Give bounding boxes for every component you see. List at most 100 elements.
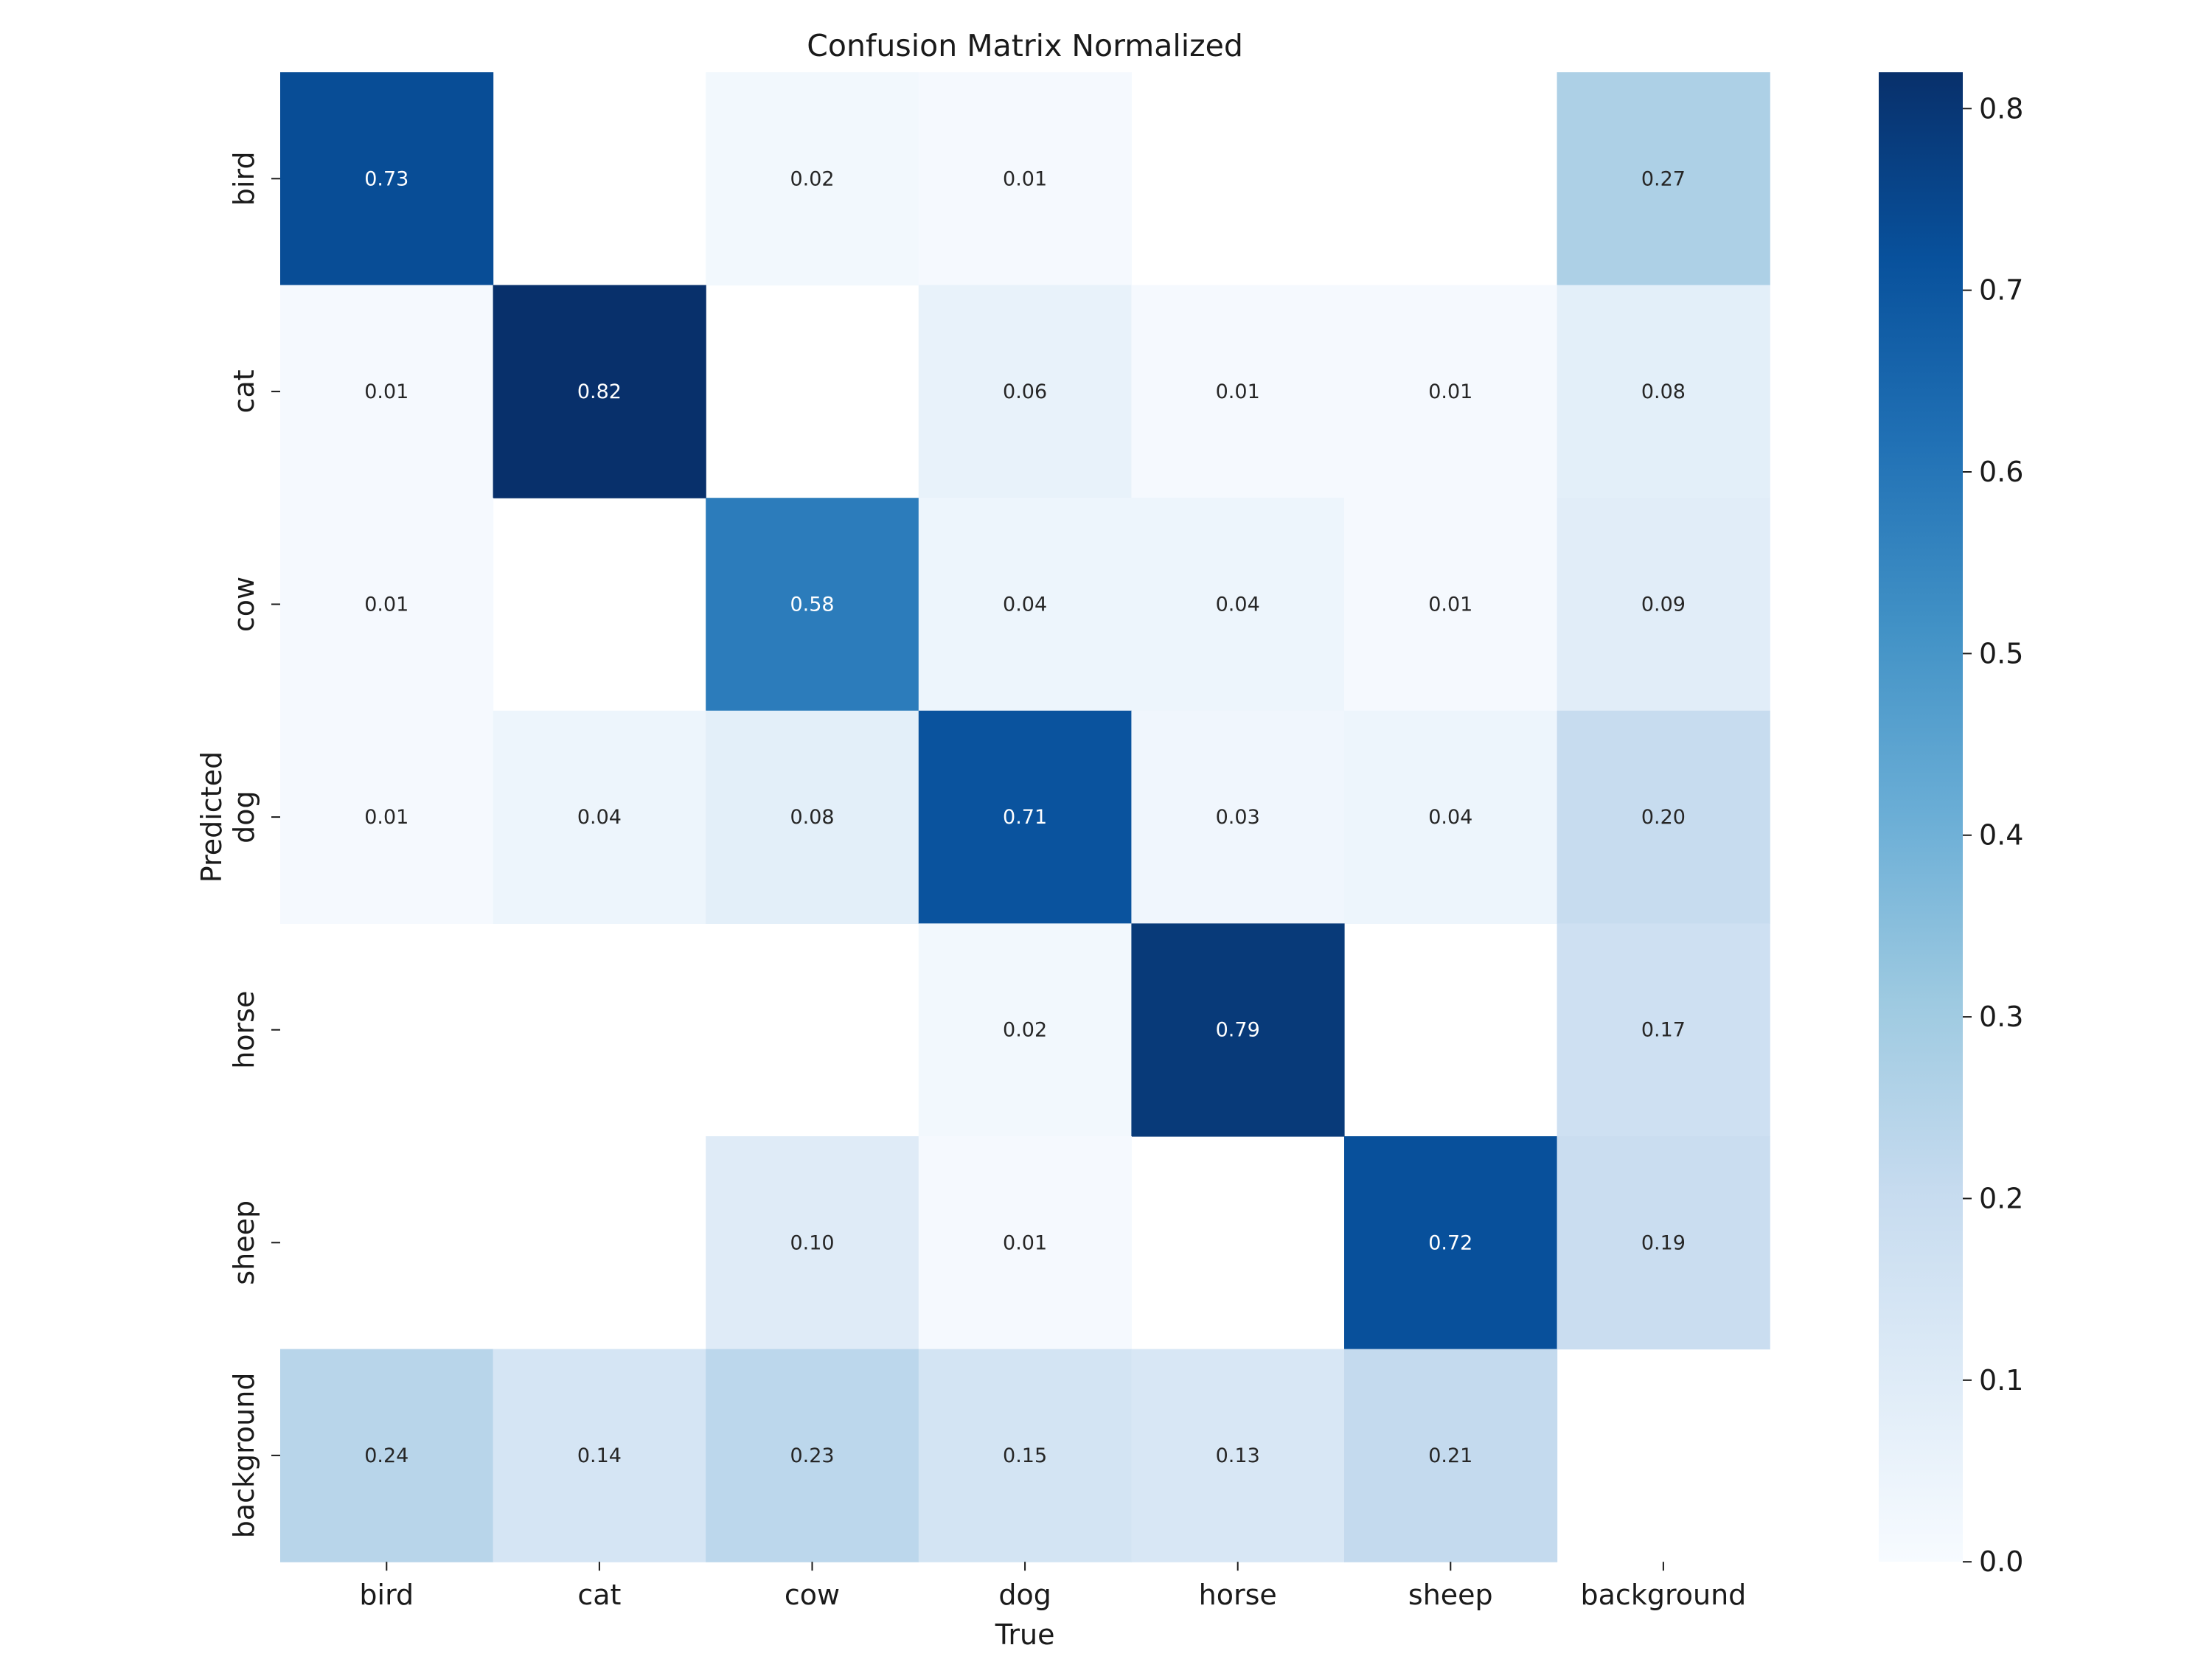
- cell-value-label: 0.71: [1003, 806, 1047, 829]
- heatmap-cell-cat-sheep: [1344, 285, 1558, 498]
- heatmap-cell-cat-horse: [1131, 285, 1345, 498]
- cell-value-label: 0.04: [1216, 594, 1260, 616]
- cell-value-label: 0.72: [1428, 1231, 1472, 1254]
- heatmap-cell-cat-dog: [918, 285, 1132, 498]
- cell-value-label: 0.01: [1003, 1231, 1047, 1254]
- cell-value-label: 0.04: [1003, 594, 1047, 616]
- cell-value-label: 0.01: [364, 594, 408, 616]
- heatmap-cell-cat-bird: [280, 285, 494, 498]
- heatmap-cells: 0.73 0.02 0.01 0.27 0.01 0.82 0.06 0.01 0.01 0.08…: [280, 72, 1770, 1562]
- x-tick-label-sheep: sheep: [1408, 1579, 1493, 1611]
- heatmap-cell-cow-bird: [280, 498, 494, 712]
- heatmap-cell-bird-background: [1557, 72, 1770, 286]
- heatmap-cell-cow-sheep: [1344, 498, 1558, 712]
- cell-value-label: 0.08: [790, 806, 834, 829]
- cell-value-label: 0.02: [1003, 1019, 1047, 1042]
- heatmap-cell-dog-cat: [493, 710, 706, 924]
- heatmap-cell-background-horse: [1131, 1349, 1345, 1562]
- heatmap-cell-cow-background: [1557, 498, 1770, 712]
- cell-value-label: 0.73: [364, 167, 408, 190]
- y-axis-ticks: bird cat cow dog horse sheep background: [228, 151, 280, 1538]
- cell-value-label: 0.10: [790, 1231, 834, 1254]
- cell-value-label: 0.01: [1216, 380, 1260, 403]
- y-tick-label-background: background: [228, 1373, 260, 1539]
- cell-value-label: 0.15: [1003, 1444, 1047, 1467]
- heatmap-cell-background-dog: [918, 1349, 1132, 1562]
- chart-title: Confusion Matrix Normalized: [807, 28, 1243, 63]
- cell-value-label: 0.82: [577, 380, 622, 403]
- cell-value-label: 0.02: [790, 167, 834, 190]
- cell-value-label: 0.17: [1641, 1019, 1686, 1042]
- cell-value-label: 0.04: [577, 806, 622, 829]
- heatmap-cell-background-cat: [493, 1349, 706, 1562]
- x-tick-label-background: background: [1581, 1579, 1747, 1611]
- x-tick-label-horse: horse: [1199, 1579, 1277, 1611]
- heatmap-cell-background-bird: [280, 1349, 494, 1562]
- colorbar-tick-label: 0.8: [1979, 92, 2023, 125]
- cell-value-label: 0.01: [1428, 380, 1472, 403]
- heatmap-cell-dog-horse: [1131, 710, 1345, 924]
- heatmap-cell-dog-bird: [280, 710, 494, 924]
- heatmap-cell-horse-background: [1557, 923, 1770, 1137]
- heatmap-cell-background-cow: [706, 1349, 919, 1562]
- heatmap-cell-dog-dog: [918, 710, 1132, 924]
- x-axis-ticks: bird cat cow dog horse sheep background: [359, 1562, 1746, 1611]
- x-axis-label: True: [995, 1618, 1055, 1651]
- heatmap-cell-bird-dog: [918, 72, 1132, 286]
- y-tick-label-cat: cat: [228, 369, 260, 413]
- cell-value-label: 0.14: [577, 1444, 622, 1467]
- cell-value-label: 0.79: [1216, 1019, 1260, 1042]
- colorbar-tick-label: 0.6: [1979, 456, 2023, 488]
- cell-value-label: 0.01: [364, 806, 408, 829]
- heatmap-cell-cat-cat: [493, 285, 706, 498]
- x-tick-label-cat: cat: [577, 1579, 621, 1611]
- y-axis-label: Predicted: [195, 751, 228, 883]
- colorbar: 0.0 0.1 0.2 0.3 0.4 0.5 0.6 0.7 0.8: [1879, 72, 2023, 1578]
- heatmap-cell-sheep-background: [1557, 1136, 1770, 1350]
- heatmap-cell-sheep-cow: [706, 1136, 919, 1350]
- heatmap-cell-cow-cow: [706, 498, 919, 712]
- cell-value-label: 0.08: [1641, 380, 1686, 403]
- colorbar-gradient: [1879, 72, 1963, 1562]
- colorbar-tick-label: 0.2: [1979, 1182, 2023, 1214]
- cell-value-label: 0.06: [1003, 380, 1047, 403]
- heatmap-cell-horse-dog: [918, 923, 1132, 1137]
- cell-value-label: 0.01: [364, 380, 408, 403]
- cell-value-label: 0.58: [790, 594, 834, 616]
- cell-value-label: 0.09: [1641, 594, 1686, 616]
- cell-value-label: 0.21: [1428, 1444, 1472, 1467]
- heatmap-cell-bird-bird: [280, 72, 494, 286]
- x-tick-label-cow: cow: [785, 1579, 840, 1611]
- cell-value-label: 0.19: [1641, 1231, 1686, 1254]
- colorbar-tick-label: 0.7: [1979, 274, 2023, 307]
- x-tick-label-dog: dog: [998, 1579, 1051, 1611]
- heatmap-cell-bird-cow: [706, 72, 919, 286]
- cell-value-label: 0.27: [1641, 167, 1686, 190]
- cell-value-label: 0.20: [1641, 806, 1686, 829]
- colorbar-tick-label: 0.5: [1979, 637, 2023, 669]
- heatmap-cell-horse-horse: [1131, 923, 1345, 1137]
- heatmap-cell-background-sheep: [1344, 1349, 1558, 1562]
- colorbar-tick-label: 0.4: [1979, 819, 2023, 852]
- y-tick-label-dog: dog: [228, 790, 260, 844]
- cell-value-label: 0.01: [1428, 594, 1472, 616]
- heatmap-cell-sheep-sheep: [1344, 1136, 1558, 1350]
- cell-value-label: 0.01: [1003, 167, 1047, 190]
- cell-value-label: 0.04: [1428, 806, 1472, 829]
- cell-value-label: 0.03: [1216, 806, 1260, 829]
- cell-value-label: 0.23: [790, 1444, 834, 1467]
- heatmap-cell-sheep-dog: [918, 1136, 1132, 1350]
- heatmap-cell-dog-sheep: [1344, 710, 1558, 924]
- colorbar-tick-label: 0.0: [1979, 1545, 2023, 1578]
- cell-value-label: 0.24: [364, 1444, 408, 1467]
- y-tick-label-bird: bird: [228, 151, 260, 206]
- y-tick-label-horse: horse: [228, 991, 260, 1069]
- heatmap-cell-cat-background: [1557, 285, 1770, 498]
- x-tick-label-bird: bird: [359, 1579, 414, 1611]
- heatmap-cell-dog-background: [1557, 710, 1770, 924]
- cell-value-label: 0.13: [1216, 1444, 1260, 1467]
- y-tick-label-cow: cow: [228, 577, 260, 632]
- colorbar-tick-label: 0.1: [1979, 1364, 2023, 1397]
- y-tick-label-sheep: sheep: [228, 1200, 260, 1285]
